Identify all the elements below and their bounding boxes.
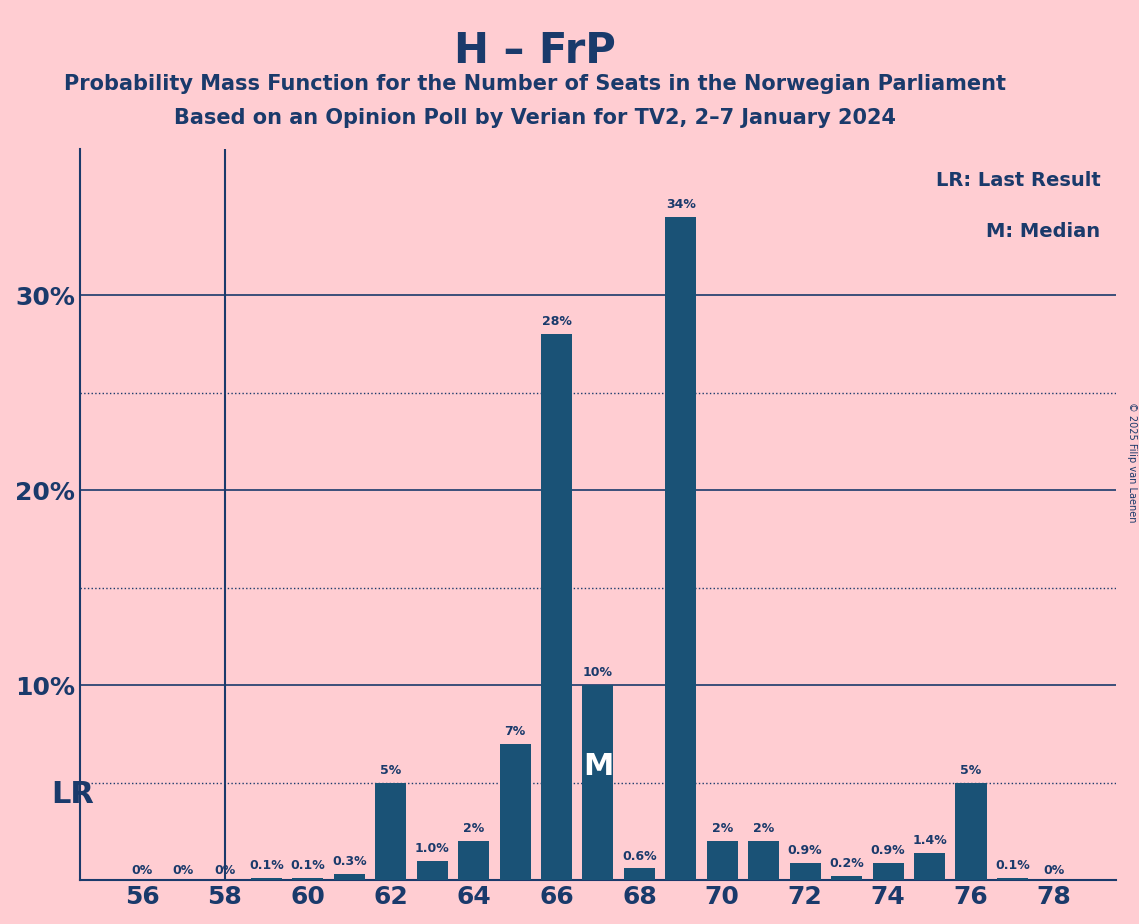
Bar: [293, 878, 323, 881]
Text: 7%: 7%: [505, 724, 526, 737]
Text: 0.1%: 0.1%: [290, 859, 326, 872]
Text: Probability Mass Function for the Number of Seats in the Norwegian Parliament: Probability Mass Function for the Number…: [64, 74, 1007, 94]
Bar: [872, 863, 903, 881]
Text: 0.9%: 0.9%: [788, 844, 822, 857]
Text: H – FrP: H – FrP: [454, 30, 616, 71]
Text: 1.4%: 1.4%: [912, 834, 947, 847]
Text: 0.9%: 0.9%: [870, 844, 906, 857]
Bar: [500, 744, 531, 881]
Text: 10%: 10%: [583, 666, 613, 679]
Bar: [582, 686, 614, 881]
Text: 0.1%: 0.1%: [249, 859, 284, 872]
Bar: [251, 878, 282, 881]
Text: Based on an Opinion Poll by Verian for TV2, 2–7 January 2024: Based on an Opinion Poll by Verian for T…: [174, 108, 896, 128]
Text: 28%: 28%: [541, 315, 572, 328]
Text: M: Median: M: Median: [986, 222, 1100, 241]
Text: 2%: 2%: [712, 822, 732, 835]
Bar: [706, 841, 738, 881]
Text: 0.2%: 0.2%: [829, 857, 865, 870]
Bar: [458, 841, 489, 881]
Bar: [789, 863, 821, 881]
Text: LR: Last Result: LR: Last Result: [936, 171, 1100, 190]
Bar: [956, 783, 986, 881]
Text: 2%: 2%: [753, 822, 775, 835]
Text: 0%: 0%: [131, 864, 153, 877]
Bar: [541, 334, 572, 881]
Text: 5%: 5%: [380, 764, 401, 777]
Text: 0%: 0%: [173, 864, 194, 877]
Text: M: M: [583, 752, 613, 781]
Bar: [375, 783, 407, 881]
Text: © 2025 Filip van Laenen: © 2025 Filip van Laenen: [1126, 402, 1137, 522]
Bar: [334, 874, 364, 881]
Bar: [417, 860, 448, 881]
Bar: [997, 878, 1029, 881]
Bar: [665, 217, 696, 881]
Text: 0%: 0%: [214, 864, 236, 877]
Text: 1.0%: 1.0%: [415, 842, 450, 855]
Bar: [913, 853, 945, 881]
Bar: [748, 841, 779, 881]
Bar: [831, 876, 862, 881]
Text: 0%: 0%: [1043, 864, 1065, 877]
Bar: [624, 869, 655, 881]
Text: 34%: 34%: [666, 199, 696, 212]
Text: 2%: 2%: [462, 822, 484, 835]
Text: 0.3%: 0.3%: [331, 856, 367, 869]
Text: 0.6%: 0.6%: [622, 849, 657, 863]
Text: 5%: 5%: [960, 764, 982, 777]
Text: LR: LR: [51, 780, 93, 808]
Text: 0.1%: 0.1%: [995, 859, 1030, 872]
